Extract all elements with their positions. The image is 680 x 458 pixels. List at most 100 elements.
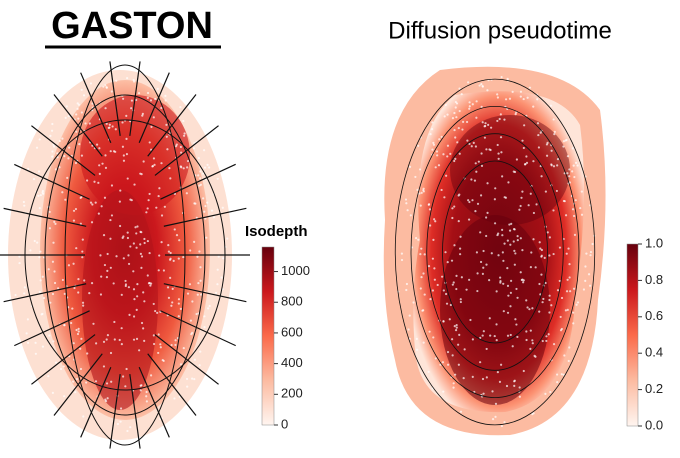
spot <box>509 230 511 232</box>
spot <box>544 393 546 395</box>
spot <box>23 205 25 207</box>
spot <box>67 157 69 159</box>
spot <box>523 124 525 126</box>
spot <box>153 303 155 305</box>
spot <box>498 158 500 160</box>
spot <box>507 78 509 80</box>
spot <box>38 256 40 258</box>
spot <box>409 166 411 168</box>
spot <box>549 391 551 393</box>
spot <box>150 99 152 101</box>
spot <box>186 378 188 380</box>
spot <box>136 283 138 285</box>
spot <box>78 330 80 332</box>
spot <box>127 254 129 256</box>
spot <box>458 127 460 129</box>
spot <box>186 166 188 168</box>
spot <box>438 138 440 140</box>
spot <box>165 99 167 101</box>
spot <box>556 164 558 166</box>
spot <box>158 333 160 335</box>
spot <box>459 247 461 249</box>
spot <box>457 344 459 346</box>
spot <box>34 240 36 242</box>
spot <box>485 235 487 237</box>
spot <box>456 327 458 329</box>
spot <box>104 197 106 199</box>
spot <box>52 392 54 394</box>
spot <box>202 197 204 199</box>
spot <box>135 232 137 234</box>
spot <box>554 131 556 133</box>
spot <box>468 108 470 110</box>
spot <box>536 98 538 100</box>
spot <box>183 167 185 169</box>
spot <box>416 338 418 340</box>
spot <box>415 237 417 239</box>
spot <box>526 306 528 308</box>
spot <box>548 254 550 256</box>
spot <box>133 288 135 290</box>
spot <box>496 120 498 122</box>
spot <box>520 95 522 97</box>
spot <box>556 381 558 383</box>
spot <box>168 297 170 299</box>
colorbar-tick-label: 1000 <box>281 263 310 278</box>
spot <box>553 133 555 135</box>
spot <box>503 421 505 423</box>
spot <box>79 348 81 350</box>
spot <box>497 144 499 146</box>
spot <box>191 300 193 302</box>
spot <box>541 301 543 303</box>
spot <box>203 149 205 151</box>
spot <box>401 253 403 255</box>
spot <box>464 348 466 350</box>
spot <box>180 165 182 167</box>
spot <box>115 80 117 82</box>
spot <box>105 167 107 169</box>
spot <box>482 393 484 395</box>
spot <box>454 325 456 327</box>
spot <box>166 136 168 138</box>
spot <box>567 247 569 249</box>
spot <box>499 277 501 279</box>
spot <box>77 278 79 280</box>
spot <box>490 127 492 129</box>
spot <box>481 85 483 87</box>
spot <box>568 346 570 348</box>
spot <box>33 178 35 180</box>
spot <box>91 221 93 223</box>
spot <box>65 117 67 119</box>
spot <box>409 315 411 317</box>
spot <box>420 276 422 278</box>
spot <box>474 180 476 182</box>
spot <box>545 340 547 342</box>
spot <box>530 266 532 268</box>
spot <box>51 156 53 158</box>
spot <box>89 122 91 124</box>
spot <box>160 241 162 243</box>
spot <box>92 323 94 325</box>
spot <box>167 286 169 288</box>
spot <box>110 352 112 354</box>
spot <box>440 189 442 191</box>
spot <box>52 340 54 342</box>
spot <box>569 276 571 278</box>
spot <box>521 279 523 281</box>
spot <box>417 239 419 241</box>
spot <box>509 305 511 307</box>
spot <box>199 266 201 268</box>
spot <box>528 308 530 310</box>
spot <box>72 263 74 265</box>
spot <box>90 82 92 84</box>
spot <box>547 231 549 233</box>
spot <box>429 298 431 300</box>
spot <box>49 302 51 304</box>
spot <box>49 227 51 229</box>
spot <box>481 165 483 167</box>
spot <box>458 364 460 366</box>
spot <box>180 363 182 365</box>
spot <box>553 118 555 120</box>
spot <box>173 397 175 399</box>
spot <box>78 328 80 330</box>
